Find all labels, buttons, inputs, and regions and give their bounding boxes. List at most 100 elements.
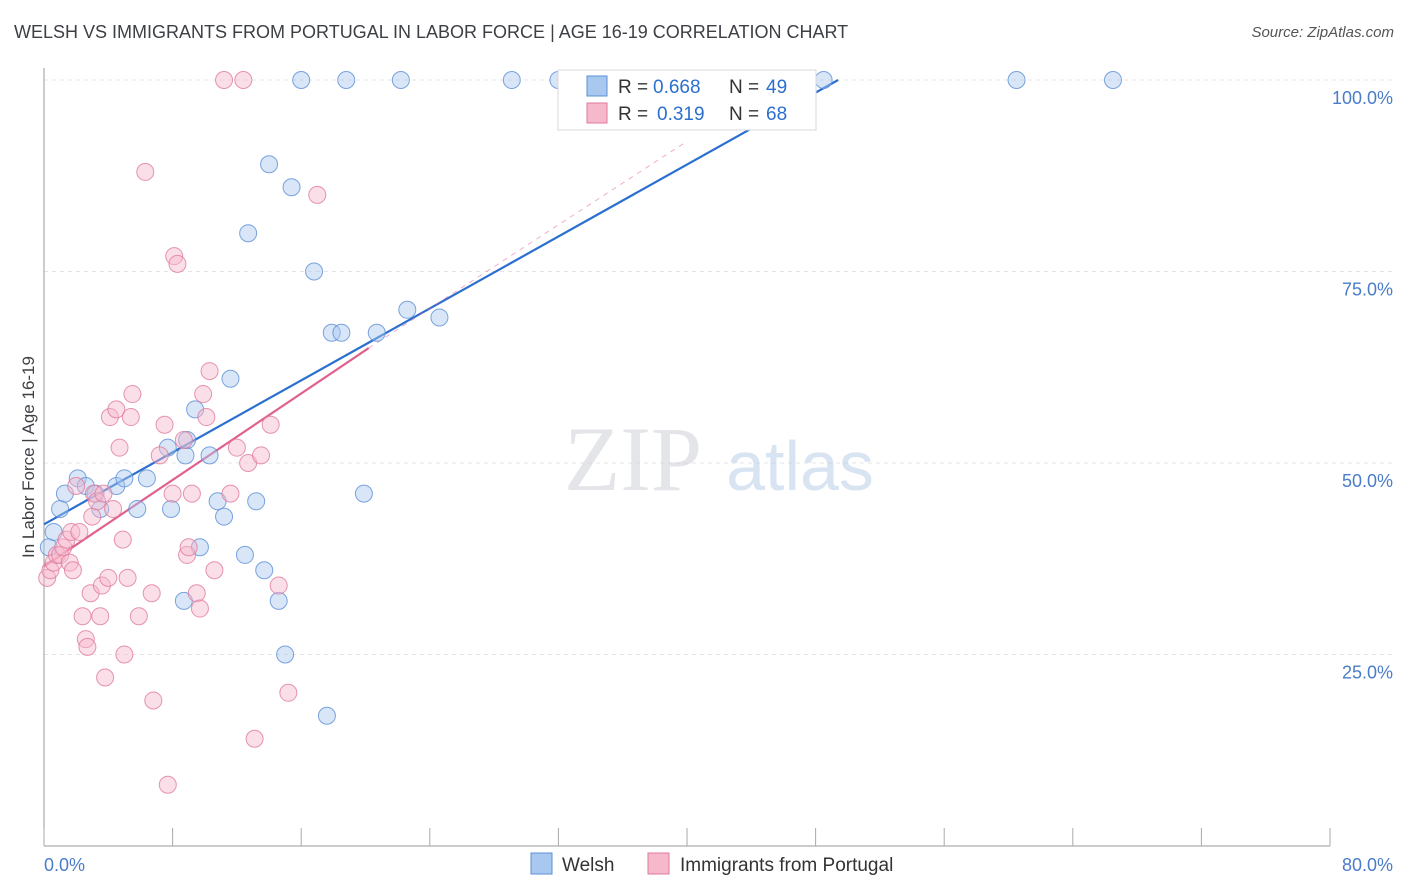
point-portugal — [179, 538, 198, 557]
point-welsh — [276, 645, 295, 664]
chart-title: WELSH VS IMMIGRANTS FROM PORTUGAL IN LAB… — [14, 22, 849, 42]
point-portugal — [123, 385, 142, 404]
point-welsh — [176, 446, 195, 465]
point-portugal — [158, 775, 177, 794]
point-portugal — [150, 446, 169, 465]
point-portugal — [142, 584, 161, 603]
point-portugal — [252, 446, 271, 465]
point-portugal — [67, 476, 86, 495]
point-welsh — [292, 71, 311, 89]
stats-welsh-r-label: R = — [618, 77, 648, 98]
point-welsh — [1103, 71, 1122, 89]
y-tick-labels: 25.0% 50.0% 75.0% 100.0% — [1332, 88, 1393, 683]
point-welsh — [260, 155, 279, 174]
point-portugal — [227, 438, 246, 457]
point-welsh — [137, 469, 156, 488]
watermark-zip: ZIP — [564, 408, 702, 510]
point-portugal — [215, 71, 234, 89]
point-welsh — [332, 323, 351, 342]
stats-legend-swatch-welsh — [586, 75, 608, 97]
point-welsh — [51, 499, 70, 518]
point-portugal — [136, 162, 155, 181]
stats-welsh-n-label: N = — [729, 77, 759, 98]
point-welsh — [367, 323, 386, 342]
point-welsh — [1007, 71, 1026, 89]
point-welsh — [282, 178, 301, 197]
x-tick-label: 0.0% — [44, 855, 85, 875]
point-welsh — [305, 262, 324, 281]
point-welsh — [269, 591, 288, 610]
point-portugal — [269, 576, 288, 595]
point-portugal — [245, 729, 264, 748]
point-portugal — [178, 545, 197, 564]
point-welsh — [247, 492, 266, 511]
point-portugal — [63, 561, 82, 580]
point-portugal — [78, 637, 97, 656]
x-tick-label: 80.0% — [1342, 855, 1393, 875]
point-portugal — [100, 408, 119, 427]
trendline-portugal — [368, 140, 688, 349]
point-welsh — [398, 300, 417, 319]
point-portugal — [91, 607, 110, 626]
point-portugal — [110, 438, 129, 457]
point-portugal — [113, 530, 132, 549]
point-welsh — [255, 561, 274, 580]
stats-legend-swatch-portugal — [586, 102, 608, 124]
y-tick-label: 25.0% — [1342, 663, 1393, 683]
point-portugal — [96, 668, 115, 687]
point-portugal — [99, 568, 118, 587]
point-portugal — [205, 561, 224, 580]
point-portugal — [168, 254, 187, 273]
point-welsh — [391, 71, 410, 89]
point-portugal — [107, 400, 126, 419]
point-welsh — [814, 71, 833, 89]
point-portugal — [88, 492, 107, 511]
legend-swatch-welsh — [530, 852, 553, 875]
point-portugal — [174, 431, 193, 450]
point-portugal — [234, 71, 253, 89]
point-welsh — [161, 499, 180, 518]
point-portugal — [261, 415, 280, 434]
y-tick-label: 75.0% — [1342, 280, 1393, 300]
point-portugal — [83, 507, 102, 526]
watermark: ZIP atlas — [564, 408, 874, 510]
point-portugal — [163, 484, 182, 503]
point-portugal — [121, 408, 140, 427]
trendline-portugal — [43, 347, 370, 568]
point-portugal — [129, 607, 148, 626]
point-portugal — [194, 385, 213, 404]
series-legend: Welsh Immigrants from Portugal — [530, 852, 893, 876]
point-welsh — [200, 446, 219, 465]
point-portugal — [115, 645, 134, 664]
chart-source: Source: ZipAtlas.com — [1251, 24, 1394, 41]
point-welsh — [235, 545, 254, 564]
point-portugal — [187, 584, 206, 603]
points-portugal — [38, 71, 327, 794]
point-portugal — [92, 576, 111, 595]
y-axis-label: In Labor Force | Age 16-19 — [19, 356, 38, 558]
gridlines — [44, 79, 1394, 655]
point-portugal — [155, 415, 174, 434]
stats-welsh-n-value: 49 — [766, 77, 787, 98]
point-portugal — [70, 522, 89, 541]
point-portugal — [200, 362, 219, 381]
point-welsh — [215, 507, 234, 526]
watermark-atlas: atlas — [726, 427, 874, 505]
points-welsh — [39, 71, 1122, 725]
stats-portugal-n-value: 68 — [766, 104, 787, 125]
point-portugal — [279, 683, 298, 702]
point-welsh — [317, 706, 336, 725]
point-portugal — [197, 408, 216, 427]
point-welsh — [502, 71, 521, 89]
x-tick-labels: 0.0% 80.0% — [44, 855, 1393, 875]
point-welsh — [430, 308, 449, 327]
x-ticks — [43, 828, 1331, 846]
stats-legend: R = 0.668 N = 49 R = 0.319 N = 68 — [557, 69, 817, 131]
point-portugal — [73, 607, 92, 626]
stats-welsh-r-value: 0.668 — [653, 77, 701, 98]
y-tick-label: 50.0% — [1342, 471, 1393, 491]
point-portugal — [190, 599, 209, 618]
point-welsh — [354, 484, 373, 503]
point-welsh — [239, 224, 258, 243]
